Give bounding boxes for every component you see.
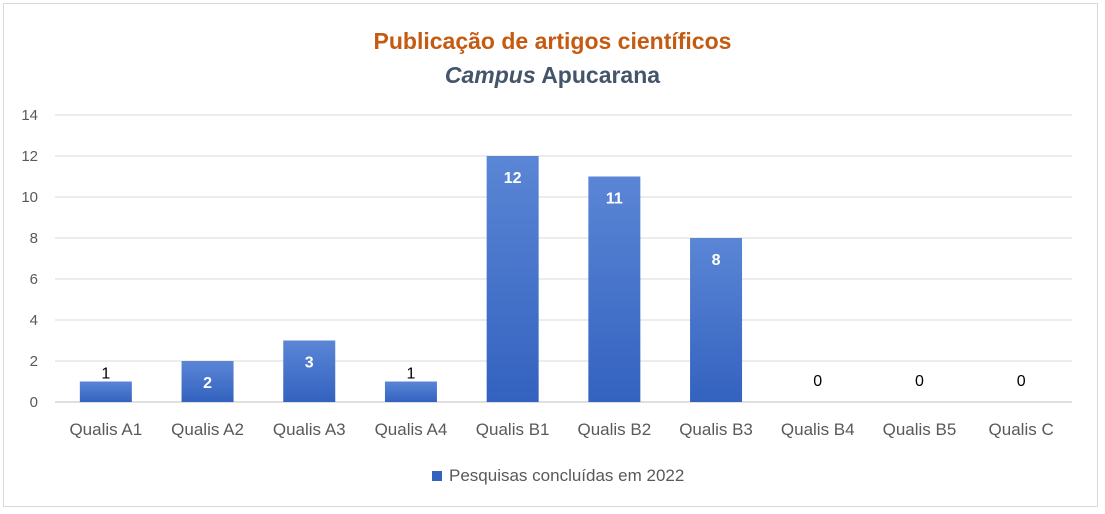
- y-tick-label: 8: [30, 230, 38, 247]
- y-tick-label: 0: [30, 394, 38, 411]
- data-label: 0: [813, 373, 822, 390]
- data-label: 1: [101, 366, 110, 383]
- data-label: 0: [915, 373, 924, 390]
- y-tick-label: 10: [21, 189, 38, 206]
- x-tick-label: Qualis B5: [883, 420, 957, 439]
- bar: [181, 361, 234, 402]
- y-tick-label: 6: [30, 271, 38, 288]
- data-label: 0: [1017, 373, 1026, 390]
- subtitle-location: Apucarana: [535, 62, 661, 88]
- x-tick-label: Qualis B3: [679, 420, 753, 439]
- legend-label: Pesquisas concluídas em 2022: [449, 466, 685, 485]
- bars: [79, 156, 743, 402]
- chart-subtitle: Campus Apucarana: [0, 62, 1105, 89]
- y-tick-label: 12: [21, 148, 38, 165]
- data-label: 11: [606, 191, 623, 208]
- x-tick-label: Qualis B2: [577, 420, 651, 439]
- chart-title: Publicação de artigos científicos: [373, 28, 732, 54]
- gridlines: [55, 114, 1072, 403]
- bar: [79, 381, 132, 402]
- subtitle-campus: Campus: [444, 62, 536, 88]
- data-label: 12: [504, 170, 522, 187]
- bar: [588, 176, 641, 402]
- bar: [283, 340, 336, 402]
- y-tick-label: 14: [21, 107, 38, 124]
- legend: Pesquisas concluídas em 2022: [432, 466, 684, 486]
- x-tick-label: Qualis A1: [69, 420, 142, 439]
- x-tick-label: Qualis C: [989, 420, 1054, 439]
- data-label: 8: [712, 252, 721, 269]
- x-axis: Qualis A1 Qualis A2 Qualis A3 Qualis A4 Qual…: [69, 420, 1053, 439]
- data-label: 3: [305, 355, 314, 372]
- x-tick-label: Qualis A4: [375, 420, 448, 439]
- x-tick-label: Qualis A2: [171, 420, 244, 439]
- y-tick-label: 4: [30, 312, 38, 329]
- chart-frame: [3, 3, 1098, 507]
- y-axis: 0 2 4 6 8 10 12 14: [21, 107, 38, 411]
- data-label: 1: [406, 366, 415, 383]
- legend-swatch: [432, 471, 442, 481]
- x-tick-label: Qualis B1: [476, 420, 550, 439]
- bar: [384, 381, 437, 402]
- bar: [690, 238, 743, 402]
- y-tick-label: 2: [30, 353, 38, 370]
- data-label: 2: [203, 375, 212, 392]
- x-tick-label: Qualis B4: [781, 420, 855, 439]
- x-tick-label: Qualis A3: [273, 420, 346, 439]
- bar: [486, 156, 539, 402]
